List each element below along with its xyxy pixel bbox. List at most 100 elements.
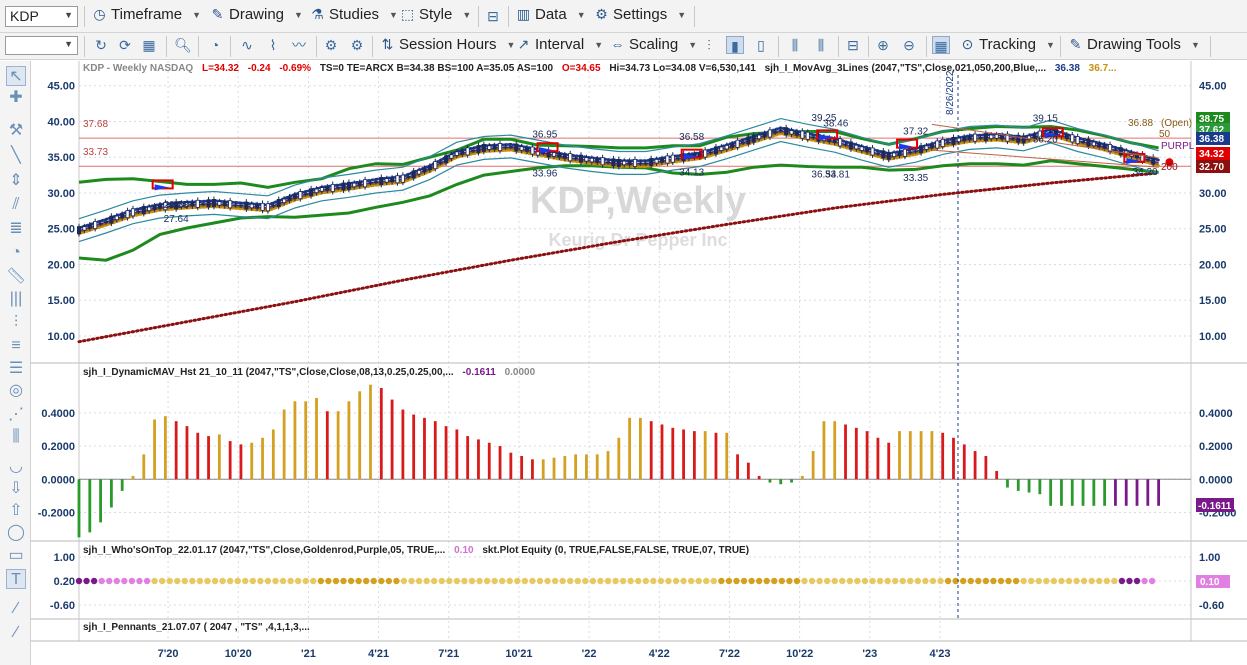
reload-icon[interactable]: ⟳ [119, 37, 131, 53]
zoom-out-icon[interactable]: ⊖ [903, 37, 915, 53]
data-window-icon[interactable]: ▦ [932, 36, 950, 54]
hist-bar [531, 459, 534, 480]
chart-icon[interactable]: ⌇ [269, 37, 277, 53]
hlines-icon[interactable]: ☰ [8, 360, 24, 377]
drawing-tools-menu[interactable]: ✎ Drawing Tools ▼ [1068, 36, 1200, 53]
down-arrow-icon[interactable]: ⇩ [9, 480, 23, 497]
scaling-menu[interactable]: ⇔ Scaling ▼ [610, 36, 698, 53]
hist-bar [282, 409, 286, 480]
secondary-toolbar: ▼ ↻ ⟳ ▦ 🔍︎ ◔ ∿ ⌇ 〰 ⚙ ⚙ ⇅ Session Hours ▼… [0, 33, 1247, 60]
chart-area[interactable]: KDP,Weekly Keurig Dr Pepper Inc 29.5827.… [31, 61, 1247, 665]
crosshair-icon[interactable]: ✚ [9, 89, 23, 106]
gears-icon[interactable]: ⚙ [324, 37, 338, 53]
channel-icon[interactable]: ⫽ [12, 196, 20, 213]
eraser-all-icon[interactable]: ⁄ [14, 624, 18, 641]
price-tick-left: 40.00 [47, 116, 75, 128]
price-tick-right: 25.00 [1199, 224, 1227, 236]
candlestick-icon[interactable]: ▮ [726, 36, 744, 54]
vertical-bars-icon[interactable]: ||| [9, 290, 23, 307]
vertical-line-icon[interactable]: ⇕ [9, 172, 23, 189]
fan-icon[interactable]: ⋰ [8, 406, 24, 423]
grid-icon[interactable]: ▦ [142, 37, 156, 53]
layout-icon[interactable]: ⊟ [487, 8, 499, 24]
chevron-down-icon: ▼ [294, 9, 303, 20]
hist-bar [99, 479, 102, 523]
candle-body [584, 157, 589, 162]
hist-bar [120, 479, 124, 491]
refresh-icon[interactable]: ↻ [95, 37, 107, 53]
bars-tool-icon[interactable]: ⫼ [12, 428, 20, 445]
parallel-icon[interactable]: ≣ [9, 220, 23, 237]
levels-icon[interactable]: ≡ [11, 337, 21, 354]
hist-bar [649, 421, 653, 480]
symbol-input[interactable]: KDP ▼ [5, 6, 78, 27]
interval-menu[interactable]: ↗ Interval ▼ [516, 36, 604, 53]
candle-body [265, 203, 270, 212]
eraser-icon[interactable]: ⁄ [14, 600, 18, 617]
hist-bar [477, 439, 480, 480]
data-label: Data [535, 6, 567, 23]
style-menu[interactable]: ⬚ Style ▼ [400, 6, 471, 23]
price-annotation: 36.95 [532, 129, 557, 140]
candle-body [1005, 133, 1010, 142]
last-price-dot [1165, 158, 1174, 167]
zoom-in-icon[interactable]: ⊕ [877, 37, 889, 53]
wot-dot [483, 577, 491, 585]
wot-dot [559, 577, 566, 585]
line-tool-icon[interactable]: ∿ [241, 37, 253, 53]
candle-body [886, 151, 891, 160]
zoom-search-icon[interactable]: 🔍︎ [174, 37, 192, 53]
drawing-menu[interactable]: ✎ Drawing ▼ [210, 6, 303, 23]
wot-tick-left: 1.00 [54, 552, 75, 564]
studies-menu[interactable]: ⚗ Studies ▼ [310, 6, 398, 23]
hist-bar [898, 431, 901, 480]
gauge-icon[interactable]: ◔ [210, 37, 220, 53]
wot-dot [151, 577, 158, 585]
bars-icon[interactable]: ⫼ [791, 37, 799, 53]
candle-body [557, 153, 562, 158]
up-arrow-icon[interactable]: ⇧ [9, 502, 23, 519]
tracking-menu[interactable]: ⊙ Tracking ▼ [960, 36, 1055, 53]
cycle-icon[interactable]: ◔ [11, 244, 21, 261]
ruler-icon[interactable]: 📏︎ [6, 268, 27, 285]
wot-dot [1133, 577, 1141, 585]
settings-menu[interactable]: ⚙ Settings ▼ [594, 6, 686, 23]
timeframe-menu[interactable]: ◷ Timeframe ▼ [92, 6, 201, 23]
hollow-candle-icon[interactable]: ▯ [757, 37, 765, 53]
arc-icon[interactable]: ◡ [9, 458, 23, 475]
target-icon[interactable]: ◎ [9, 382, 23, 399]
rectangle-icon[interactable]: ▭ [8, 547, 24, 564]
session-hours-menu[interactable]: ⇅ Session Hours ▼ [380, 36, 516, 53]
wot-dot [597, 577, 604, 585]
hist-bar [962, 444, 966, 480]
data-menu[interactable]: ▥ Data ▼ [516, 6, 586, 23]
wot-dot [778, 577, 786, 585]
wot-dot [423, 577, 430, 585]
bars-alt-icon[interactable]: ⫼ [817, 37, 825, 53]
wrench-icon[interactable]: ⚒ [8, 122, 24, 139]
candle-body [77, 226, 82, 235]
fib-icon[interactable]: ⫶ [13, 314, 18, 331]
wot-dot [1103, 577, 1110, 585]
wot-dot [90, 577, 98, 585]
curve-icon[interactable]: 〰 [292, 37, 306, 53]
wot-dot [242, 577, 249, 585]
ellipse-icon[interactable]: ◯ [7, 524, 25, 541]
hist-bar [466, 436, 470, 480]
text-tool-icon[interactable]: T [6, 569, 26, 589]
settings-square-icon[interactable]: ⚙ [350, 37, 364, 53]
wot-dot [619, 577, 627, 585]
candle-body [659, 158, 664, 163]
candle-body [1118, 147, 1123, 156]
tag-hist-text: -0.1611 [1198, 501, 1232, 512]
pennant-arrow [683, 153, 698, 160]
wot-dot [317, 577, 325, 585]
trendline-icon[interactable]: ╲ [11, 147, 21, 164]
bar-chart-icon[interactable]: ⫶ [707, 37, 711, 53]
pointer-icon[interactable]: ↖ [6, 66, 26, 86]
candle-body [1037, 130, 1042, 139]
panels-icon[interactable]: ⊟ [847, 37, 859, 53]
drawing-label: Drawing [229, 6, 285, 23]
blank-select[interactable]: ▼ [5, 36, 78, 55]
ref-label-33: 33.73 [83, 147, 108, 158]
